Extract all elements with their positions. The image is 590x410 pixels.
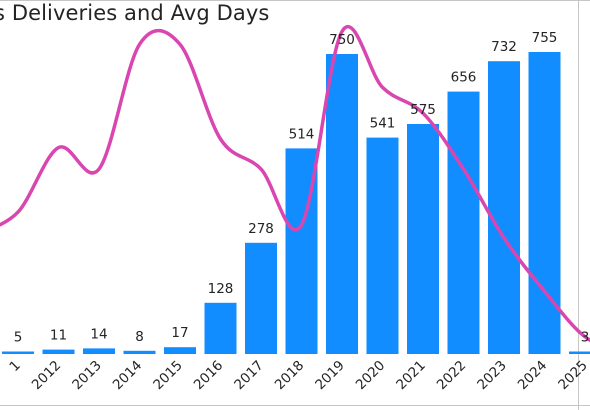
bar-2013[interactable] — [83, 348, 115, 354]
bar-value-label: 732 — [491, 39, 517, 55]
bar-2015[interactable] — [164, 347, 196, 354]
avg-days-line[interactable] — [0, 25, 590, 354]
x-tick-label: 2016 — [191, 358, 227, 394]
x-tick-label: 2014 — [110, 358, 146, 394]
x-tick-label: 2015 — [150, 358, 186, 394]
bar-2025[interactable] — [569, 351, 590, 355]
bar-value-label: 3 — [581, 330, 590, 346]
bar-value-label: 514 — [289, 126, 315, 142]
bar-value-label: 5 — [14, 330, 23, 346]
x-tick-label: 2025 — [555, 358, 590, 394]
bar-value-label: 128 — [208, 281, 234, 297]
x-tick-label: 2020 — [353, 358, 389, 394]
chart-title: s Deliveries and Avg Days — [0, 1, 270, 25]
bar-value-label: 755 — [532, 30, 558, 46]
x-tick-label: 1 — [6, 358, 23, 375]
bar-value-label: 11 — [50, 328, 67, 344]
bar-2014[interactable] — [123, 350, 156, 354]
x-tick-label: 2022 — [434, 358, 470, 394]
bar-value-label: 278 — [248, 221, 274, 237]
right-border — [578, 0, 579, 410]
bar-2020[interactable] — [366, 137, 399, 354]
bar-2021[interactable] — [407, 124, 439, 354]
bar-value-label: 656 — [451, 70, 477, 86]
x-tick-label: 2018 — [272, 358, 308, 394]
bar-2023[interactable] — [488, 61, 520, 354]
bar-value-label: 541 — [370, 116, 396, 132]
top-border — [0, 0, 590, 1]
bar-1[interactable] — [2, 351, 34, 355]
bar-2022[interactable] — [447, 91, 480, 354]
x-tick-label: 2021 — [393, 358, 429, 394]
x-tick-label: 2023 — [474, 358, 510, 394]
x-tick-label: 2019 — [312, 358, 348, 394]
bar-2024[interactable] — [528, 52, 561, 354]
bar-value-label: 575 — [410, 102, 436, 118]
x-tick-label: 2012 — [29, 358, 65, 394]
x-tick-label: 2024 — [515, 358, 551, 394]
bar-2016[interactable] — [204, 302, 237, 354]
bar-2012[interactable] — [42, 349, 75, 354]
bar-value-label: 8 — [135, 329, 144, 345]
bar-value-label: 750 — [329, 32, 355, 48]
x-tick-label: 2013 — [69, 358, 105, 394]
bottom-border — [0, 405, 590, 406]
bar-2017[interactable] — [245, 242, 277, 354]
bar-value-label: 17 — [171, 325, 188, 341]
bar-value-label: 14 — [90, 326, 107, 342]
bar-2019[interactable] — [326, 54, 358, 354]
x-tick-label: 2017 — [231, 358, 267, 394]
